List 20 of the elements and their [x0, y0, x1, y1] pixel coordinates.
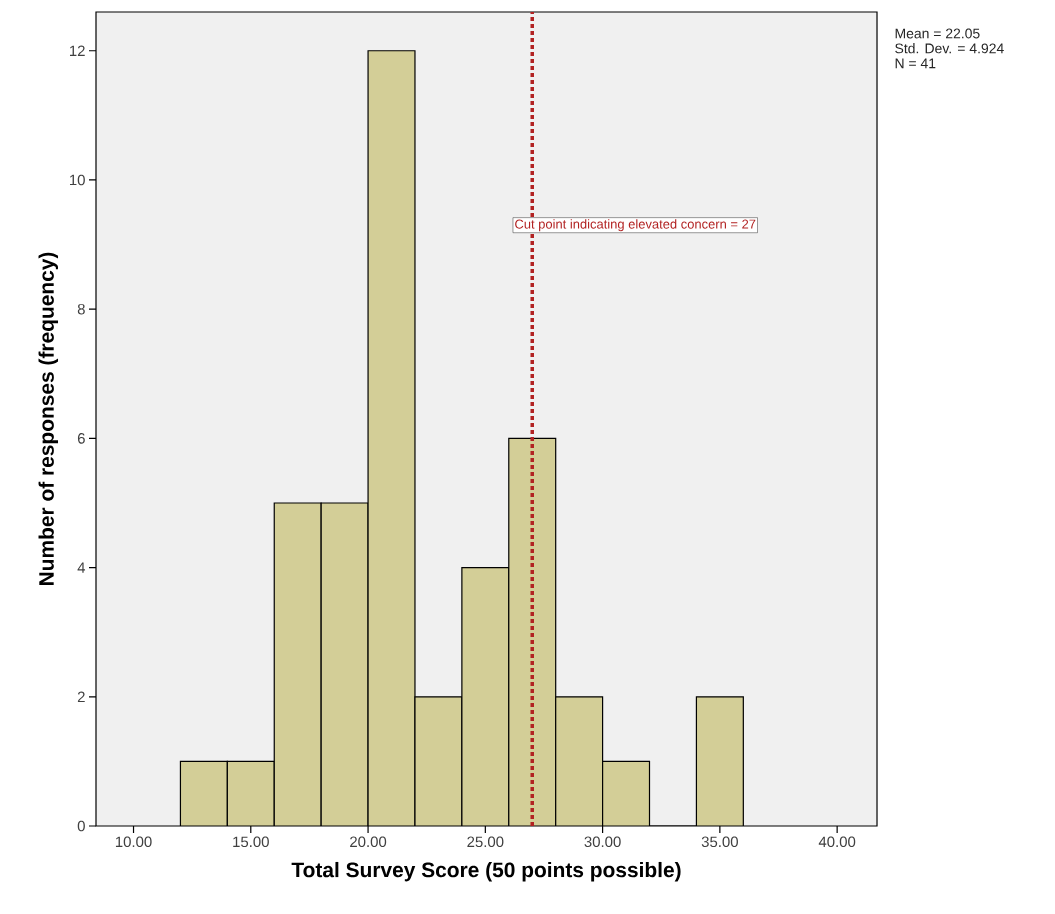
y-axis-title: Number of responses (frequency) [38, 252, 59, 585]
text: Mean = 22.05 [895, 28, 980, 39]
text: Std. Dev. = 4.924 [895, 43, 1004, 54]
ref-line-label: Cut point indicating elevated concern = 27 [515, 219, 756, 232]
y-tick-label: 10 [70, 174, 85, 186]
x-tick-label: 40.00 [818, 836, 856, 848]
y-tick-label: 8 [77, 303, 85, 315]
x-tick-label: 15.00 [233, 836, 269, 848]
y-tick-label: 6 [77, 433, 85, 444]
y-tick-label: 12 [70, 45, 85, 56]
x-tick-label: 30.00 [584, 836, 621, 848]
x-tick-label: 10.00 [115, 836, 152, 848]
y-tick-label: 4 [77, 562, 86, 573]
text: N = 41 [895, 58, 936, 69]
y-tick-label: 0 [77, 820, 85, 832]
x-tick-label: 20.00 [350, 836, 387, 848]
x-tick-label: 25.00 [467, 836, 504, 848]
y-tick-label: 2 [77, 691, 85, 703]
x-axis-title: Total Survey Score (50 points possible) [291, 861, 681, 882]
x-tick-label: 35.00 [701, 836, 738, 848]
